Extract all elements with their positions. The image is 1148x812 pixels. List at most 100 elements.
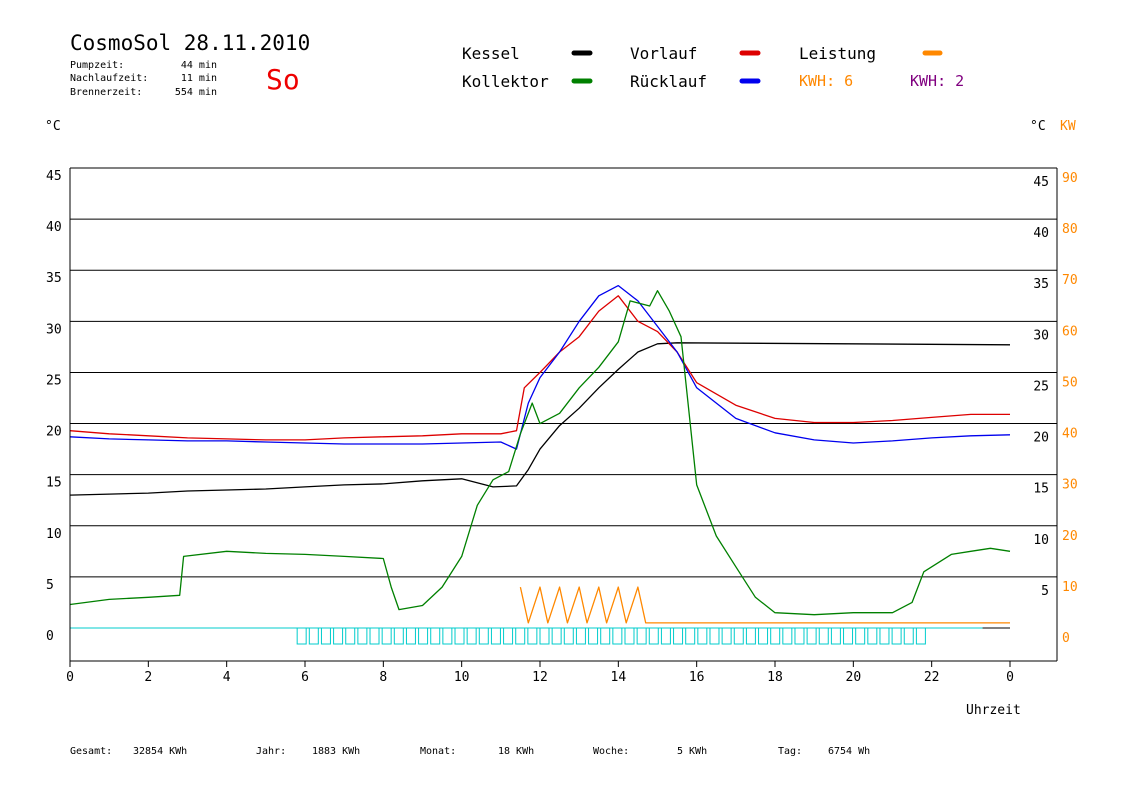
pump-block bbox=[527, 627, 538, 645]
pump-block bbox=[660, 627, 671, 645]
footer-value: 18 KWh bbox=[498, 746, 534, 757]
pump-block bbox=[296, 627, 307, 645]
stat-value: 554 min bbox=[175, 87, 217, 98]
pump-block bbox=[369, 627, 380, 645]
legend-label: Rücklauf bbox=[630, 72, 707, 91]
pump-block bbox=[891, 627, 902, 645]
stat-value: 11 min bbox=[181, 73, 217, 84]
y2-tick-label: 40 bbox=[1062, 427, 1078, 442]
pump-block bbox=[466, 627, 477, 645]
y-right-tick-label: 45 bbox=[1033, 175, 1049, 190]
pump-block bbox=[563, 627, 574, 645]
pump-block bbox=[503, 627, 514, 645]
kwh-orange: KWH: 6 bbox=[799, 72, 853, 90]
legend-label: Kessel bbox=[462, 44, 520, 63]
x-tick-label: 14 bbox=[611, 670, 627, 685]
y-ticks-left: 0 5 10 15 20 25 30 35 40 45 bbox=[46, 169, 62, 644]
pump-block bbox=[721, 627, 732, 645]
pump-block bbox=[333, 627, 344, 645]
y-right-tick-label: 40 bbox=[1033, 226, 1049, 241]
stat-label: Pumpzeit: bbox=[70, 60, 124, 71]
y-right-tick-label: 10 bbox=[1033, 533, 1049, 548]
pump-block bbox=[575, 627, 586, 645]
x-axis-label: Uhrzeit bbox=[966, 703, 1021, 718]
series-line bbox=[69, 295, 1010, 441]
pump-block bbox=[539, 627, 550, 645]
stat-label: Brennerzeit: bbox=[70, 87, 142, 98]
y-tick-label: 25 bbox=[46, 373, 62, 388]
y2-tick-label: 60 bbox=[1062, 324, 1078, 339]
pump-block bbox=[879, 627, 890, 645]
pump-block bbox=[794, 627, 805, 645]
pump-block bbox=[405, 627, 416, 645]
pump-block bbox=[818, 627, 829, 645]
pump-block bbox=[357, 627, 368, 645]
pump-block bbox=[758, 627, 769, 645]
pump-block bbox=[915, 627, 926, 645]
footer-value: 1883 KWh bbox=[312, 746, 360, 757]
pump-block bbox=[867, 627, 878, 645]
header-stats: Pumpzeit: 44 min Nachlaufzeit: 11 min Br… bbox=[70, 60, 217, 98]
y-tick-label: 40 bbox=[46, 220, 62, 235]
pump-block bbox=[806, 627, 817, 645]
y-tick-label: 30 bbox=[46, 322, 62, 337]
x-ticks: 0 2 4 6 8 10 12 14 16 18 20 22 0 bbox=[66, 661, 1014, 685]
pump-block bbox=[381, 627, 392, 645]
y-tick-label: 15 bbox=[46, 476, 62, 491]
y-right-tick-label: 5 bbox=[1041, 584, 1049, 599]
pump-block bbox=[612, 627, 623, 645]
y2-tick-label: 80 bbox=[1062, 222, 1078, 237]
pump-block bbox=[770, 627, 781, 645]
series-line bbox=[69, 290, 1011, 616]
y2-ticks-kw: 0 10 20 30 40 50 60 70 80 90 bbox=[1062, 171, 1078, 646]
y-right-tick-label: 15 bbox=[1033, 482, 1049, 497]
pump-block bbox=[418, 627, 429, 645]
right-unit: °C bbox=[1030, 119, 1046, 134]
right-unit-kw: KW bbox=[1060, 119, 1076, 134]
x-tick-label: 8 bbox=[379, 670, 387, 685]
pump-block bbox=[454, 627, 465, 645]
y-tick-label: 5 bbox=[46, 578, 54, 593]
pump-block bbox=[308, 627, 319, 645]
pump-block bbox=[320, 627, 331, 645]
y-right-tick-label: 30 bbox=[1033, 328, 1049, 343]
y2-tick-label: 20 bbox=[1062, 529, 1078, 544]
y2-tick-label: 10 bbox=[1062, 580, 1078, 595]
pump-block bbox=[782, 627, 793, 645]
series-line bbox=[69, 284, 1011, 450]
pump-block bbox=[478, 627, 489, 645]
series-group bbox=[69, 284, 1011, 624]
x-tick-label: 6 bbox=[301, 670, 309, 685]
pump-indicator bbox=[70, 627, 983, 645]
legend-label: Kollektor bbox=[462, 72, 549, 91]
gridlines bbox=[70, 167, 1057, 629]
x-tick-label: 16 bbox=[689, 670, 705, 685]
pump-block bbox=[600, 627, 611, 645]
y2-tick-label: 0 bbox=[1062, 631, 1070, 646]
pump-block bbox=[855, 627, 866, 645]
series-line bbox=[519, 586, 1010, 624]
kwh-purple: KWH: 2 bbox=[910, 72, 964, 90]
pump-block bbox=[843, 627, 854, 645]
footer-value: 32854 KWh bbox=[133, 746, 187, 757]
x-tick-label: 20 bbox=[846, 670, 862, 685]
y2-tick-label: 30 bbox=[1062, 478, 1078, 493]
x-tick-label: 0 bbox=[1006, 670, 1014, 685]
pump-block bbox=[697, 627, 708, 645]
pump-block bbox=[551, 627, 562, 645]
y-tick-label: 35 bbox=[46, 271, 62, 286]
pump-block bbox=[733, 627, 744, 645]
pump-block bbox=[490, 627, 501, 645]
pump-block bbox=[745, 627, 756, 645]
y2-tick-label: 90 bbox=[1062, 171, 1078, 186]
pump-block bbox=[673, 627, 684, 645]
x-tick-label: 12 bbox=[532, 670, 548, 685]
pump-block bbox=[709, 627, 720, 645]
x-tick-label: 10 bbox=[454, 670, 470, 685]
x-tick-label: 4 bbox=[223, 670, 231, 685]
stat-value: 44 min bbox=[181, 60, 217, 71]
pump-block bbox=[393, 627, 404, 645]
footer-label: Gesamt: bbox=[70, 746, 112, 757]
footer-value: 6754 Wh bbox=[828, 746, 870, 757]
